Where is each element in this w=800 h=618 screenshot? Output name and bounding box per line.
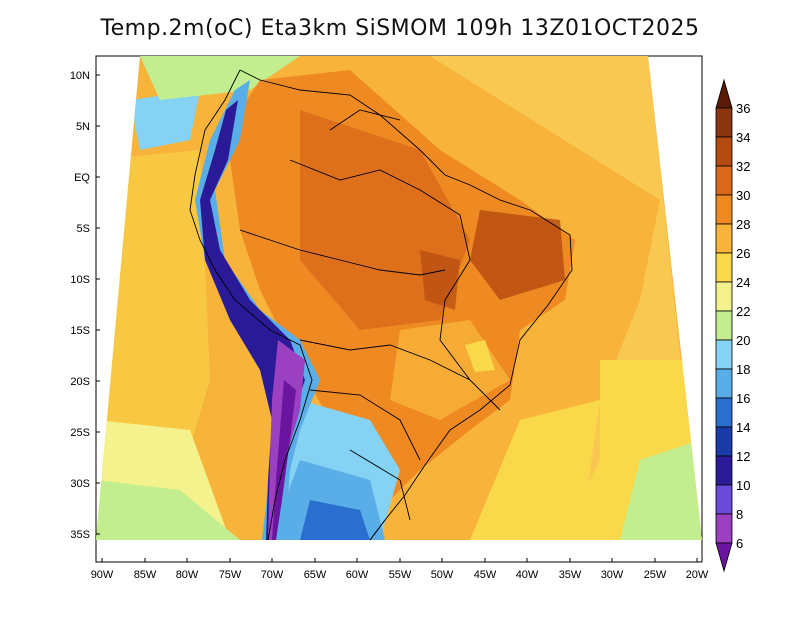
colorbar-label: 16: [736, 391, 750, 406]
colorbar-label: 22: [736, 304, 750, 319]
lon-label: 60W: [346, 569, 369, 581]
lat-label: 30S: [70, 478, 90, 490]
boundaries: [189, 69, 573, 540]
lon-label: 40W: [516, 569, 539, 581]
map-title: Temp.2m(oC) Eta3km SiSMOM 109h 13Z01OCT2…: [100, 16, 700, 41]
colorbar-label: 12: [736, 449, 750, 464]
lon-label: 85W: [134, 569, 157, 581]
lat-label: 5S: [77, 223, 90, 235]
longitude-axis: 90W 85W 80W 75W 70W 65W 60W 55W 50W 45W …: [91, 558, 709, 581]
colorbar-swatch: [715, 397, 733, 428]
colorbar-bottom-arrow: [715, 542, 733, 573]
colorbar-labels: 36 34 32 30 28 26 24 22 20 18 16 14 12 10 8 6: [736, 101, 750, 551]
colorbar-top-arrow: [715, 78, 733, 109]
colorbar-swatch: [715, 194, 733, 225]
colorbar-swatch: [715, 223, 733, 254]
colorbar-label: 20: [736, 333, 750, 348]
latitude-axis: 10N 5N EQ 5S 10S 15S 20S 25S 30S 35S: [70, 70, 100, 541]
colorbar-swatch: [715, 107, 733, 138]
lon-label: 75W: [219, 569, 242, 581]
lon-label: 70W: [261, 569, 284, 581]
lat-label: 20S: [70, 376, 90, 388]
lon-label: 80W: [176, 569, 199, 581]
colorbar-label: 14: [736, 420, 750, 435]
lon-label: 35W: [559, 569, 582, 581]
colorbar-label: 8: [736, 507, 743, 522]
temperature-field: [96, 56, 702, 540]
lon-label: 90W: [91, 569, 114, 581]
colorbar-swatch: [715, 252, 733, 283]
colorbar-swatch: [715, 368, 733, 399]
lat-label: 10N: [70, 70, 90, 82]
lon-label: 65W: [304, 569, 327, 581]
lon-label: 45W: [474, 569, 497, 581]
lat-label: 10S: [70, 274, 90, 286]
colorbar-swatch: [715, 165, 733, 196]
lon-label: 30W: [601, 569, 624, 581]
colorbar-swatch: [715, 513, 733, 544]
colorbar-label: 34: [736, 130, 750, 145]
colorbar-swatch: [715, 339, 733, 370]
colorbar-swatch: [715, 484, 733, 515]
lat-label: 15S: [70, 325, 90, 337]
colorbar-swatch: [715, 426, 733, 457]
lat-label: EQ: [74, 172, 90, 184]
colorbar-label: 10: [736, 478, 750, 493]
colorbar-label: 24: [736, 275, 750, 290]
lat-label: 5N: [76, 121, 90, 133]
colorbar-swatch: [715, 310, 733, 341]
colorbar-swatch: [715, 136, 733, 167]
colorbar-label: 32: [736, 159, 750, 174]
colorbar-label: 30: [736, 188, 750, 203]
colorbar: [715, 78, 733, 573]
lon-label: 55W: [389, 569, 412, 581]
colorbar-swatch: [715, 281, 733, 312]
lon-label: 25W: [644, 569, 667, 581]
colorbar-label: 6: [736, 536, 743, 551]
colorbar-swatch: [715, 455, 733, 486]
colorbar-label: 36: [736, 101, 750, 116]
lon-label: 50W: [431, 569, 454, 581]
lat-label: 35S: [70, 529, 90, 541]
colorbar-label: 26: [736, 246, 750, 261]
lon-label: 20W: [686, 569, 709, 581]
colorbar-label: 18: [736, 362, 750, 377]
colorbar-label: 28: [736, 217, 750, 232]
lat-label: 25S: [70, 427, 90, 439]
